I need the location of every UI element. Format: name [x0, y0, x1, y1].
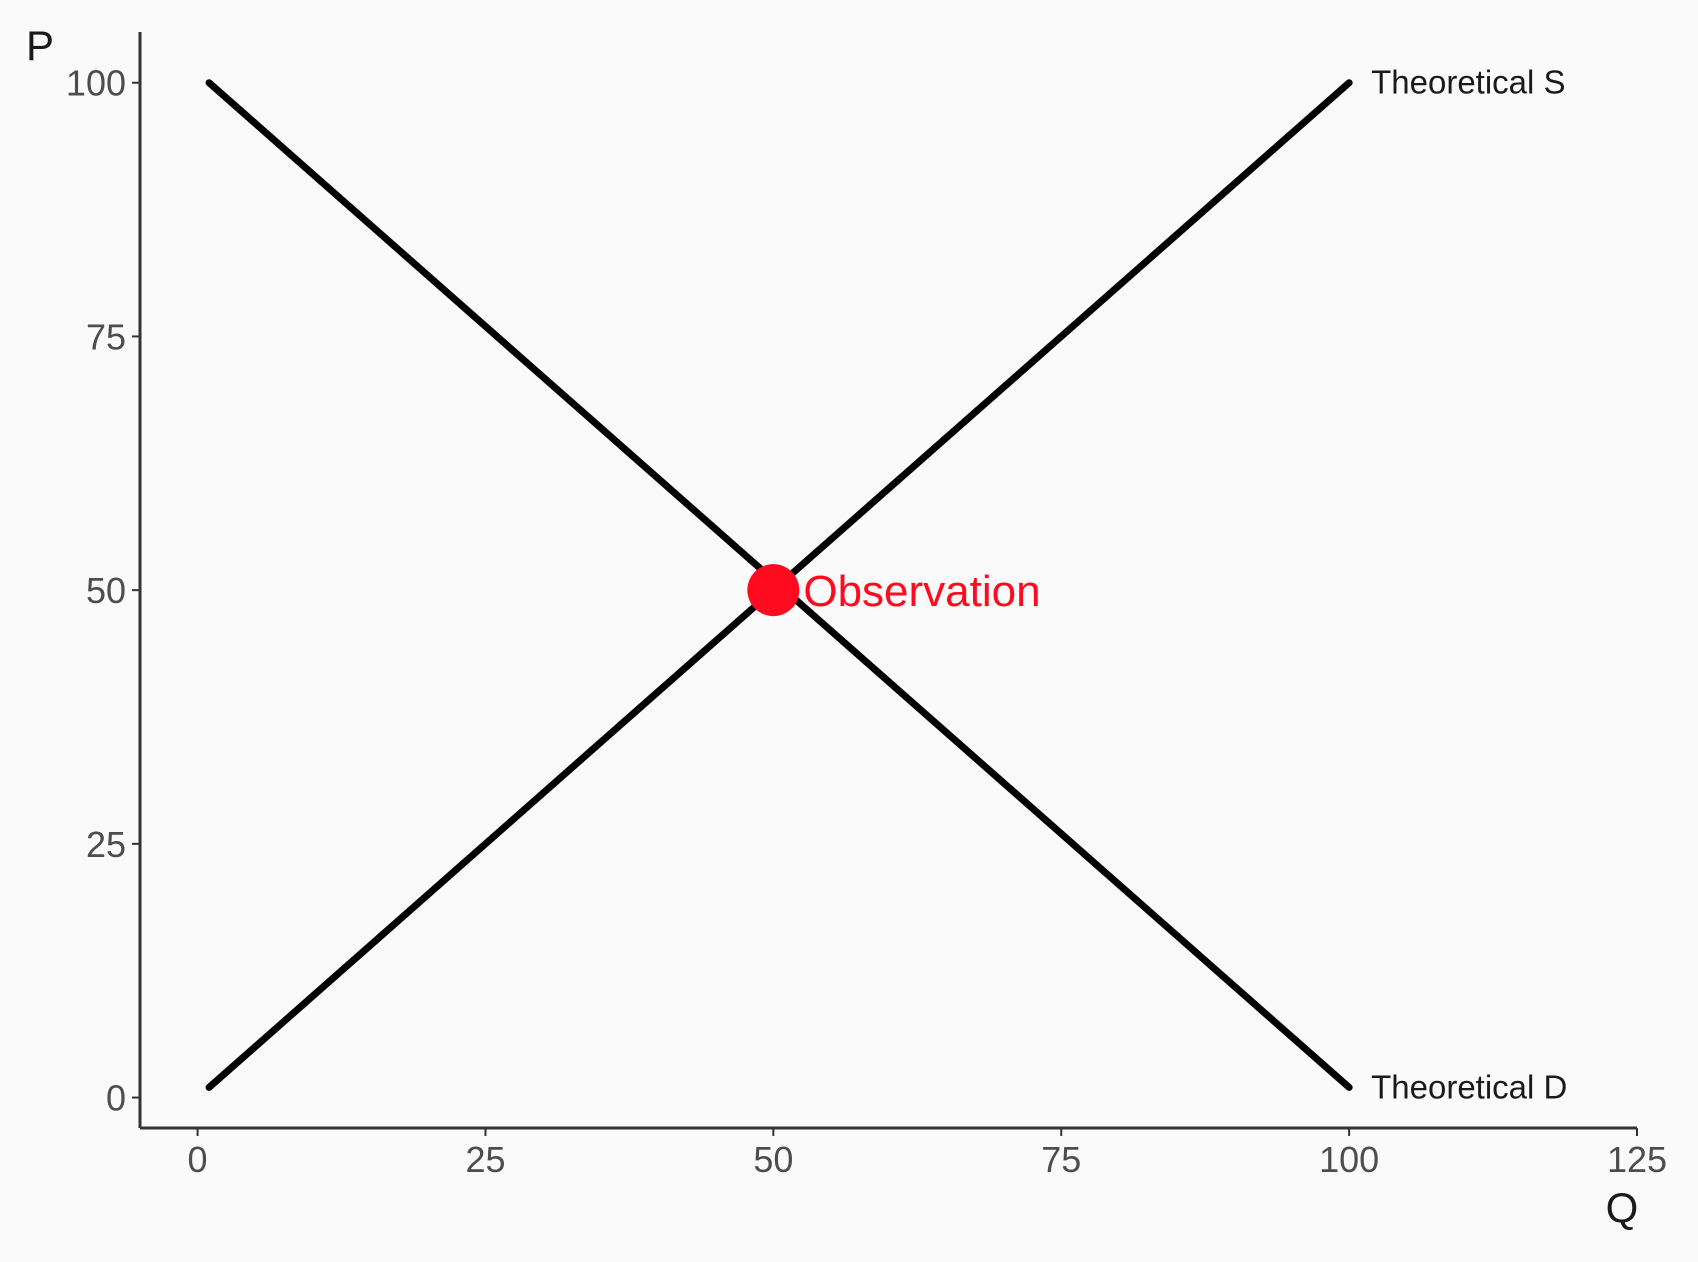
- y-tick-label: 50: [86, 570, 126, 611]
- y-axis-title: P: [26, 22, 54, 69]
- y-tick-label: 25: [86, 824, 126, 865]
- points-layer: Observation: [747, 564, 1041, 617]
- x-axis-title: Q: [1606, 1184, 1639, 1231]
- x-tick-label: 100: [1319, 1139, 1379, 1180]
- y-tick-label: 0: [106, 1078, 126, 1119]
- observation-point: [747, 564, 800, 617]
- y-tick-label: 100: [66, 63, 126, 104]
- axes: 0 25 50 75 100 0 25 50 75 100 125: [66, 32, 1667, 1180]
- x-tick-label: 125: [1607, 1139, 1667, 1180]
- observation-label: Observation: [803, 567, 1040, 616]
- y-tick-label: 75: [86, 316, 126, 357]
- theoretical-s-label: Theoretical S: [1371, 64, 1565, 101]
- x-tick-label: 50: [753, 1139, 793, 1180]
- x-tick-label: 25: [465, 1139, 505, 1180]
- x-tick-label: 75: [1041, 1139, 1081, 1180]
- x-tick-label: 0: [188, 1139, 208, 1180]
- theoretical-d-label: Theoretical D: [1371, 1068, 1567, 1105]
